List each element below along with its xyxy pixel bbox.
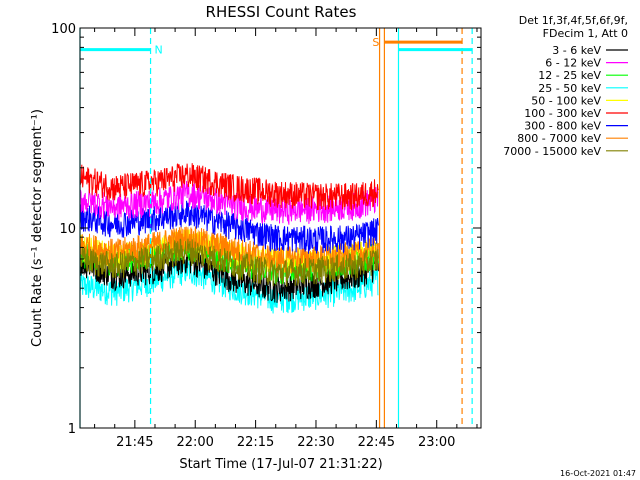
x-tick-label-2230: 22:30	[297, 435, 334, 450]
x-tick-label-2200: 22:00	[176, 435, 213, 450]
flag-label-s: S	[372, 36, 379, 49]
legend-label-2: 12 - 25 keV	[538, 69, 601, 82]
legend-label-6: 300 - 800 keV	[524, 120, 601, 133]
y-tick-label-100: 100	[51, 22, 76, 37]
x-tick-label-2245: 22:45	[358, 435, 395, 450]
flags-layer: NS	[80, 36, 473, 57]
y-axis: 1 10 100	[51, 22, 481, 437]
legend-header-line-1: Det 1f,3f,4f,5f,6f,9f,	[519, 14, 628, 27]
y-tick-label-1: 1	[68, 422, 76, 437]
y-tick-label-10: 10	[59, 222, 76, 237]
legend-label-3: 25 - 50 keV	[538, 82, 601, 95]
legend-label-0: 3 - 6 keV	[552, 44, 601, 57]
x-tick-label-2215: 22:15	[237, 435, 274, 450]
legend-label-8: 7000 - 15000 keV	[503, 145, 601, 158]
legend-label-5: 100 - 300 keV	[524, 107, 601, 120]
timestamp: 16-Oct-2021 01:47	[560, 469, 636, 478]
series-layer	[80, 163, 379, 314]
series-line-800-7000-kev	[80, 226, 379, 274]
legend-label-1: 6 - 12 keV	[545, 57, 601, 70]
x-tick-label-2145: 21:45	[116, 435, 153, 450]
series-line-300-800-kev	[80, 200, 379, 254]
flag-label-n: N	[155, 44, 163, 57]
x-axis: 21:45 22:00 22:15 22:30 22:45 23:00	[94, 28, 478, 450]
series-line-7000-15000-kev	[80, 238, 379, 287]
legend-label-4: 50 - 100 keV	[531, 94, 601, 107]
y-axis-label: Count Rate (s⁻¹ detector segment⁻¹)	[30, 109, 45, 347]
legend-label-7: 800 - 7000 keV	[517, 132, 601, 145]
x-axis-label: Start Time (17-Jul-07 21:31:22)	[179, 457, 382, 472]
series-line-100-300-kev	[80, 163, 379, 211]
x-tick-label-2300: 23:00	[418, 435, 455, 450]
chart-title: RHESSI Count Rates	[206, 3, 357, 21]
legend-header-line-2: FDecim 1, Att 0	[543, 27, 628, 40]
